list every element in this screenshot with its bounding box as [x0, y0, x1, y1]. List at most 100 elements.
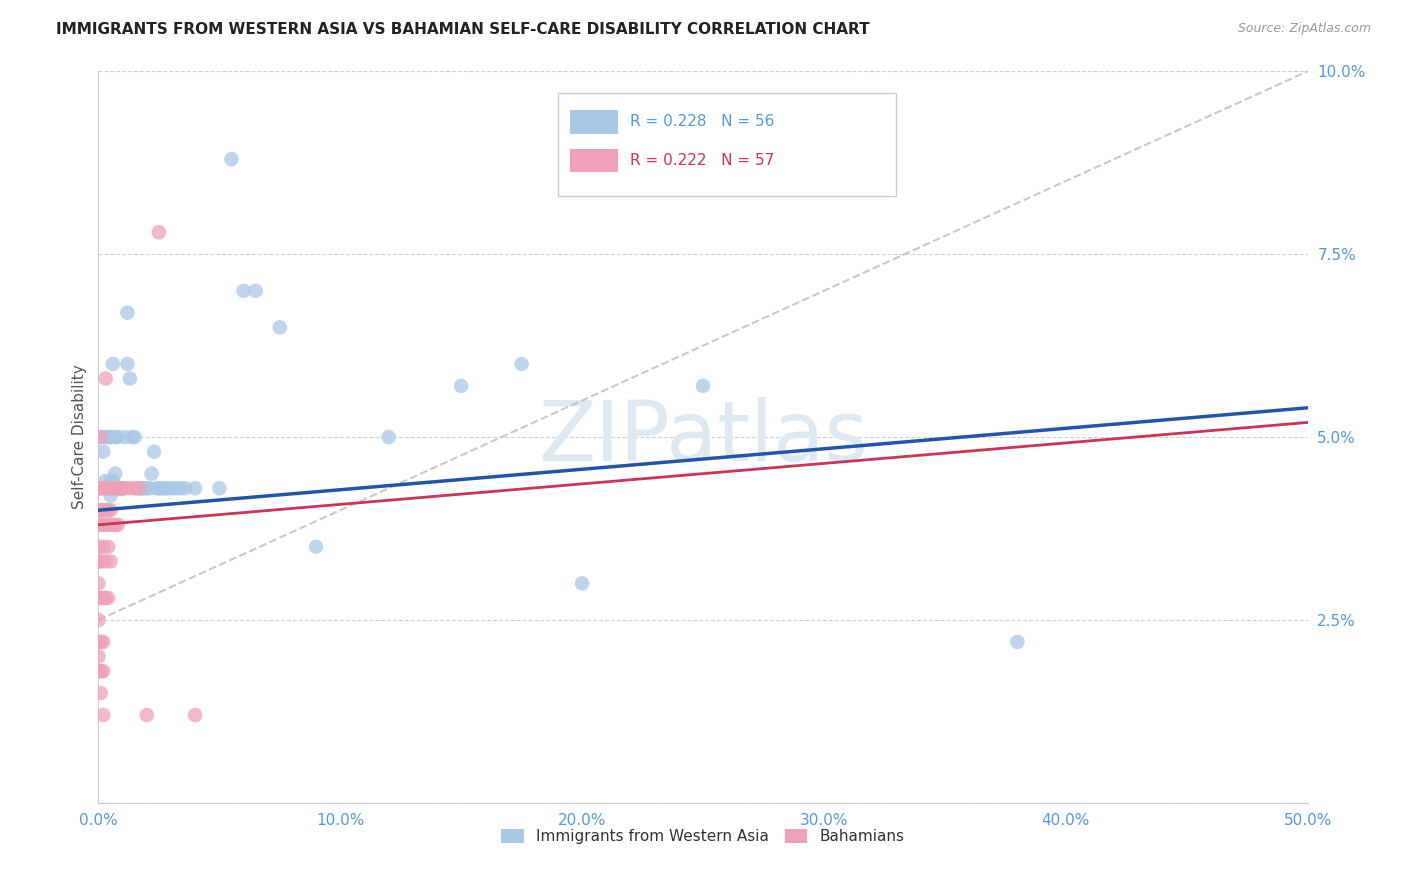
Point [94, 371, 117, 385]
Point [108, 481, 131, 495]
Point [97, 503, 120, 517]
Point [117, 357, 139, 371]
Point [90, 554, 112, 568]
Point [104, 481, 127, 495]
Point [100, 489, 122, 503]
Point [111, 481, 134, 495]
Point [97, 481, 120, 495]
Point [124, 430, 146, 444]
Point [208, 481, 231, 495]
Point [107, 481, 129, 495]
Point [100, 474, 122, 488]
Point [377, 430, 399, 444]
Point [87, 576, 110, 591]
Point [269, 320, 291, 334]
Point [91, 664, 114, 678]
Point [138, 481, 160, 495]
Point [169, 481, 191, 495]
Point [107, 430, 129, 444]
Point [111, 481, 134, 495]
Point [91, 517, 114, 532]
Point [145, 481, 167, 495]
Point [101, 357, 124, 371]
Point [148, 481, 170, 495]
Point [232, 284, 254, 298]
Point [114, 481, 136, 495]
Point [150, 481, 173, 495]
Point [90, 517, 112, 532]
Point [571, 576, 593, 591]
Point [90, 430, 112, 444]
Point [94, 591, 117, 605]
Point [148, 225, 170, 239]
Point [100, 481, 122, 495]
Point [104, 517, 127, 532]
Point [87, 649, 110, 664]
Point [87, 613, 110, 627]
Point [450, 379, 472, 393]
Point [91, 591, 114, 605]
Point [135, 708, 157, 723]
Point [87, 503, 110, 517]
Point [97, 481, 120, 495]
Point [94, 430, 117, 444]
Text: R = 0.222   N = 57: R = 0.222 N = 57 [630, 153, 775, 168]
Legend: Immigrants from Western Asia, Bahamians: Immigrants from Western Asia, Bahamians [495, 822, 911, 850]
Point [87, 635, 110, 649]
Point [1007, 635, 1029, 649]
Point [97, 591, 120, 605]
Point [97, 540, 120, 554]
Point [221, 152, 243, 166]
Point [104, 467, 127, 481]
Point [87, 540, 110, 554]
Point [111, 481, 134, 495]
Point [184, 708, 207, 723]
Point [165, 481, 187, 495]
Point [90, 664, 112, 678]
Point [94, 474, 117, 488]
Y-axis label: Self-Care Disability: Self-Care Disability [72, 365, 87, 509]
FancyBboxPatch shape [569, 149, 619, 172]
Point [87, 554, 110, 568]
Point [245, 284, 267, 298]
Point [131, 481, 153, 495]
Point [100, 554, 122, 568]
Point [155, 481, 177, 495]
Point [692, 379, 714, 393]
Point [100, 430, 122, 444]
Text: R = 0.228   N = 56: R = 0.228 N = 56 [630, 113, 775, 128]
Point [90, 503, 112, 517]
Point [91, 635, 114, 649]
Point [87, 481, 110, 495]
Point [91, 540, 114, 554]
Point [141, 467, 163, 481]
Text: IMMIGRANTS FROM WESTERN ASIA VS BAHAMIAN SELF-CARE DISABILITY CORRELATION CHART: IMMIGRANTS FROM WESTERN ASIA VS BAHAMIAN… [56, 22, 870, 37]
Point [91, 503, 114, 517]
Point [87, 591, 110, 605]
Point [160, 481, 183, 495]
Point [108, 481, 131, 495]
Point [174, 481, 197, 495]
Point [135, 481, 157, 495]
Point [101, 474, 124, 488]
Point [90, 591, 112, 605]
Point [97, 430, 120, 444]
Point [127, 481, 149, 495]
Point [134, 481, 156, 495]
Point [117, 306, 139, 320]
Text: ZIPatlas: ZIPatlas [538, 397, 868, 477]
Point [143, 444, 166, 458]
Point [152, 481, 174, 495]
Point [87, 664, 110, 678]
Point [100, 503, 122, 517]
FancyBboxPatch shape [569, 110, 619, 134]
Point [91, 481, 114, 495]
Point [100, 517, 122, 532]
Point [91, 444, 114, 458]
Point [87, 517, 110, 532]
Point [184, 481, 207, 495]
Point [90, 635, 112, 649]
Point [108, 481, 131, 495]
Point [107, 517, 129, 532]
Point [101, 481, 124, 495]
